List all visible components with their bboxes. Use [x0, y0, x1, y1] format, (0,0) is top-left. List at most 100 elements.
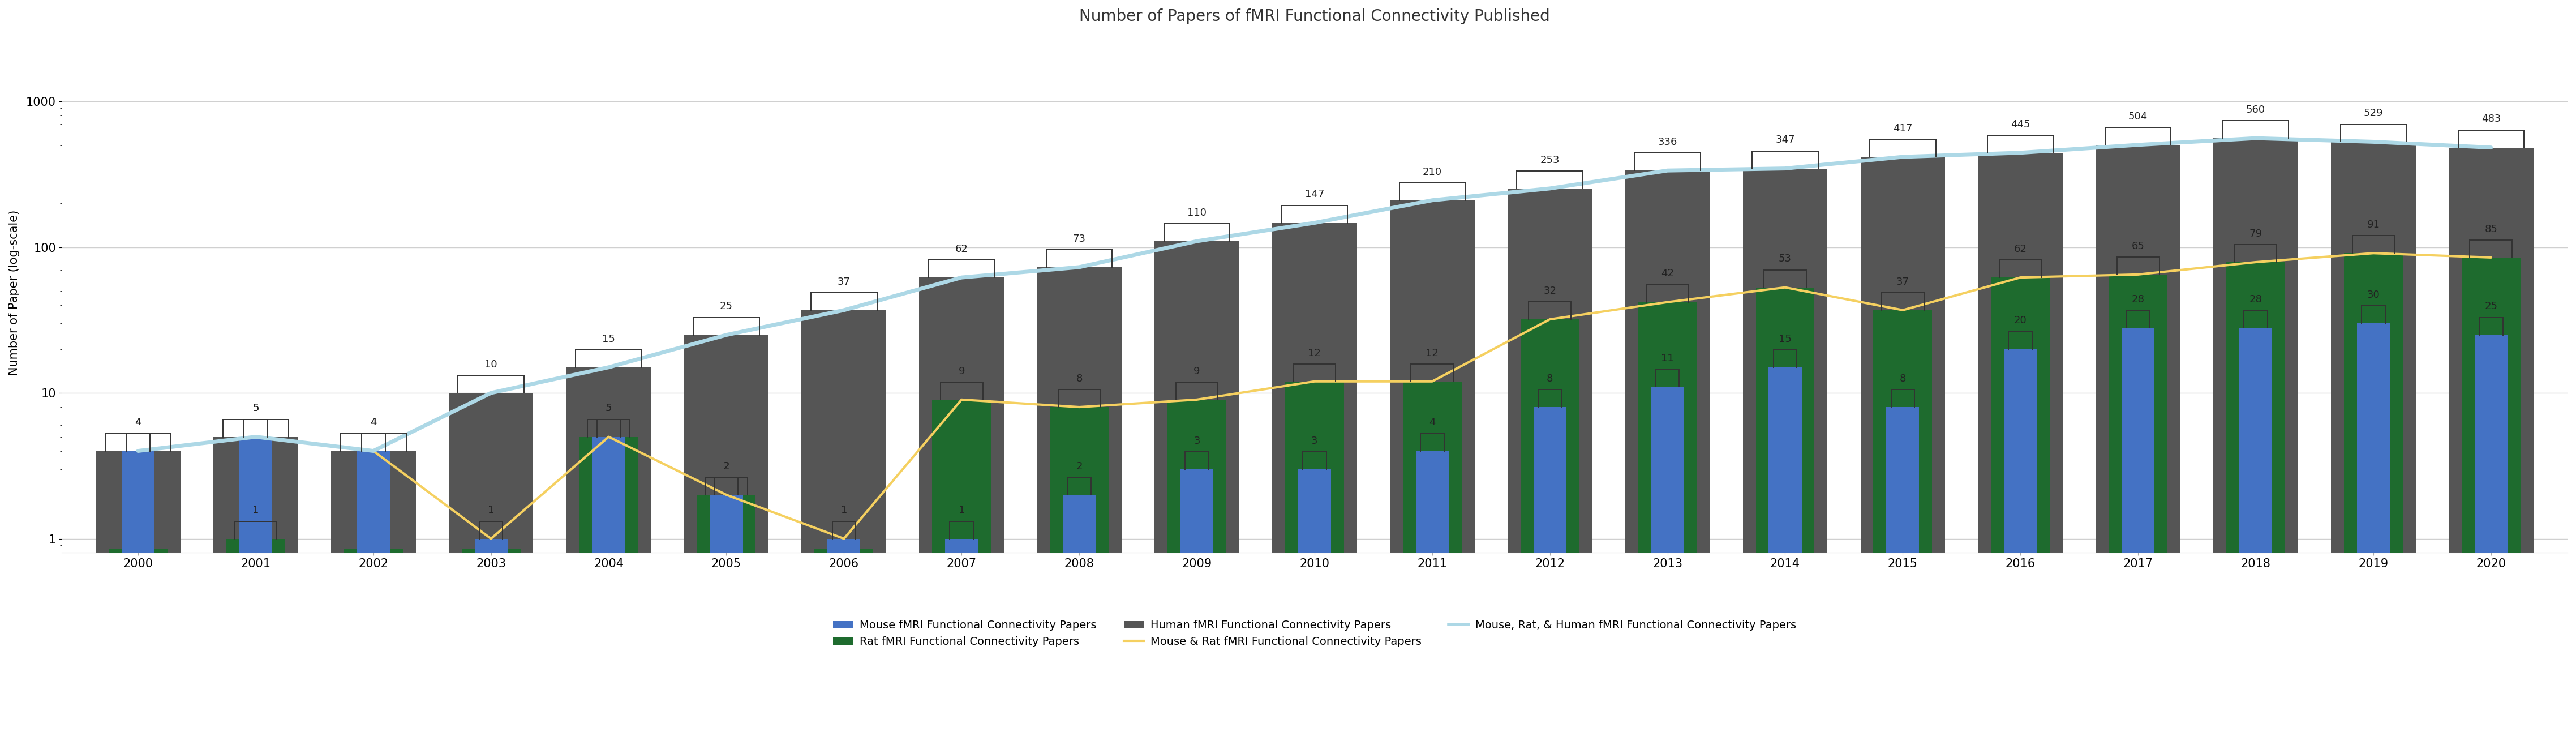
Mouse, Rat, & Human fMRI Functional Connectivity Papers [1770, 164, 1801, 173]
Bar [711, 495, 742, 745]
Text: 253: 253 [1540, 155, 1558, 165]
Mouse & Rat fMRI Functional Connectivity Papers [1417, 377, 1448, 386]
Bar [474, 539, 507, 745]
Mouse & Rat fMRI Functional Connectivity Papers [1770, 283, 1801, 292]
Bar [1638, 302, 1698, 745]
Bar [1744, 168, 1826, 745]
Bar [1391, 200, 1473, 745]
Bar [240, 437, 273, 745]
Text: 9: 9 [958, 366, 966, 376]
Text: 73: 73 [1072, 234, 1084, 244]
Text: 147: 147 [1306, 189, 1324, 200]
Line: Mouse, Rat, & Human fMRI Functional Connectivity Papers: Mouse, Rat, & Human fMRI Functional Conn… [139, 138, 2491, 451]
Bar [920, 277, 1005, 745]
Mouse & Rat fMRI Functional Connectivity Papers [1651, 298, 1682, 307]
Mouse, Rat, & Human fMRI Functional Connectivity Papers [1298, 218, 1329, 227]
Text: 12: 12 [1309, 348, 1321, 358]
Bar [1285, 381, 1345, 745]
Mouse, Rat, & Human fMRI Functional Connectivity Papers [1888, 153, 1919, 162]
Mouse, Rat, & Human fMRI Functional Connectivity Papers [945, 273, 976, 282]
Text: 3: 3 [1311, 436, 1319, 446]
Bar [1533, 407, 1566, 745]
Bar [2476, 335, 2506, 745]
Bar [2463, 258, 2519, 745]
Mouse & Rat fMRI Functional Connectivity Papers [477, 534, 507, 543]
Text: 37: 37 [837, 276, 850, 287]
Bar [592, 437, 626, 745]
Text: 9: 9 [1193, 366, 1200, 376]
Text: 53: 53 [1777, 254, 1793, 264]
Text: 2: 2 [724, 461, 729, 472]
Mouse & Rat fMRI Functional Connectivity Papers [1182, 395, 1213, 404]
Text: 1: 1 [252, 505, 260, 516]
Text: 483: 483 [2481, 114, 2501, 124]
Text: 25: 25 [2483, 302, 2499, 311]
Text: 8: 8 [1077, 373, 1082, 384]
Bar [1064, 495, 1095, 745]
Text: 62: 62 [2014, 244, 2027, 254]
Text: 4: 4 [134, 417, 142, 428]
Text: 15: 15 [603, 334, 616, 344]
Text: 445: 445 [2012, 119, 2030, 130]
Bar [227, 539, 286, 745]
Bar [1651, 387, 1685, 745]
Text: 28: 28 [2249, 294, 2262, 305]
Mouse & Rat fMRI Functional Connectivity Papers [358, 446, 389, 455]
Bar [1051, 407, 1108, 745]
Text: 8: 8 [1899, 373, 1906, 384]
Text: 15: 15 [1777, 334, 1793, 344]
Bar [814, 549, 873, 745]
Text: 8: 8 [1546, 373, 1553, 384]
Text: 347: 347 [1775, 135, 1795, 145]
Mouse & Rat fMRI Functional Connectivity Papers [1888, 305, 1919, 314]
Mouse, Rat, & Human fMRI Functional Connectivity Papers [124, 446, 155, 455]
Bar [1520, 320, 1579, 745]
Legend: Mouse fMRI Functional Connectivity Papers, Rat fMRI Functional Connectivity Pape: Mouse fMRI Functional Connectivity Paper… [829, 615, 1801, 651]
Text: 4: 4 [371, 417, 376, 428]
Mouse, Rat, & Human fMRI Functional Connectivity Papers [1182, 237, 1213, 246]
Mouse, Rat, & Human fMRI Functional Connectivity Papers [2123, 140, 2154, 149]
Bar [95, 451, 180, 745]
Text: 5: 5 [605, 403, 613, 413]
Bar [1180, 469, 1213, 745]
Bar [2226, 262, 2285, 745]
Bar [827, 539, 860, 745]
Text: 210: 210 [1422, 167, 1443, 177]
Bar [1154, 241, 1239, 745]
Text: 32: 32 [1543, 286, 1556, 296]
Text: 560: 560 [2246, 104, 2264, 115]
Text: 12: 12 [1425, 348, 1437, 358]
Bar [1167, 399, 1226, 745]
Text: 79: 79 [2249, 229, 2262, 239]
Mouse, Rat, & Human fMRI Functional Connectivity Papers [2004, 148, 2035, 157]
Bar [121, 451, 155, 745]
Bar [214, 437, 299, 745]
Mouse & Rat fMRI Functional Connectivity Papers [1064, 402, 1095, 411]
Mouse, Rat, & Human fMRI Functional Connectivity Papers [1417, 196, 1448, 205]
Mouse, Rat, & Human fMRI Functional Connectivity Papers [829, 305, 860, 314]
Bar [567, 367, 652, 745]
Bar [1978, 153, 2063, 745]
Bar [2110, 274, 2166, 745]
Mouse & Rat fMRI Functional Connectivity Papers [2357, 249, 2388, 258]
Text: 110: 110 [1188, 208, 1206, 218]
Bar [2344, 253, 2403, 745]
Text: 5: 5 [252, 403, 260, 413]
Bar [580, 437, 639, 745]
Mouse, Rat, & Human fMRI Functional Connectivity Papers [1535, 184, 1566, 193]
Bar [698, 495, 755, 745]
Text: 1: 1 [958, 505, 966, 516]
Mouse & Rat fMRI Functional Connectivity Papers [1298, 377, 1329, 386]
Text: 529: 529 [2365, 108, 2383, 118]
Bar [358, 451, 389, 745]
Bar [2331, 142, 2416, 745]
Bar [1860, 157, 1945, 745]
Text: 3: 3 [1193, 436, 1200, 446]
Text: 25: 25 [719, 302, 732, 311]
Bar [1404, 381, 1461, 745]
Bar [1273, 223, 1358, 745]
Bar [2450, 148, 2532, 745]
Mouse & Rat fMRI Functional Connectivity Papers [2476, 253, 2506, 262]
Bar [1873, 310, 1932, 745]
Title: Number of Papers of fMRI Functional Connectivity Published: Number of Papers of fMRI Functional Conn… [1079, 8, 1551, 25]
